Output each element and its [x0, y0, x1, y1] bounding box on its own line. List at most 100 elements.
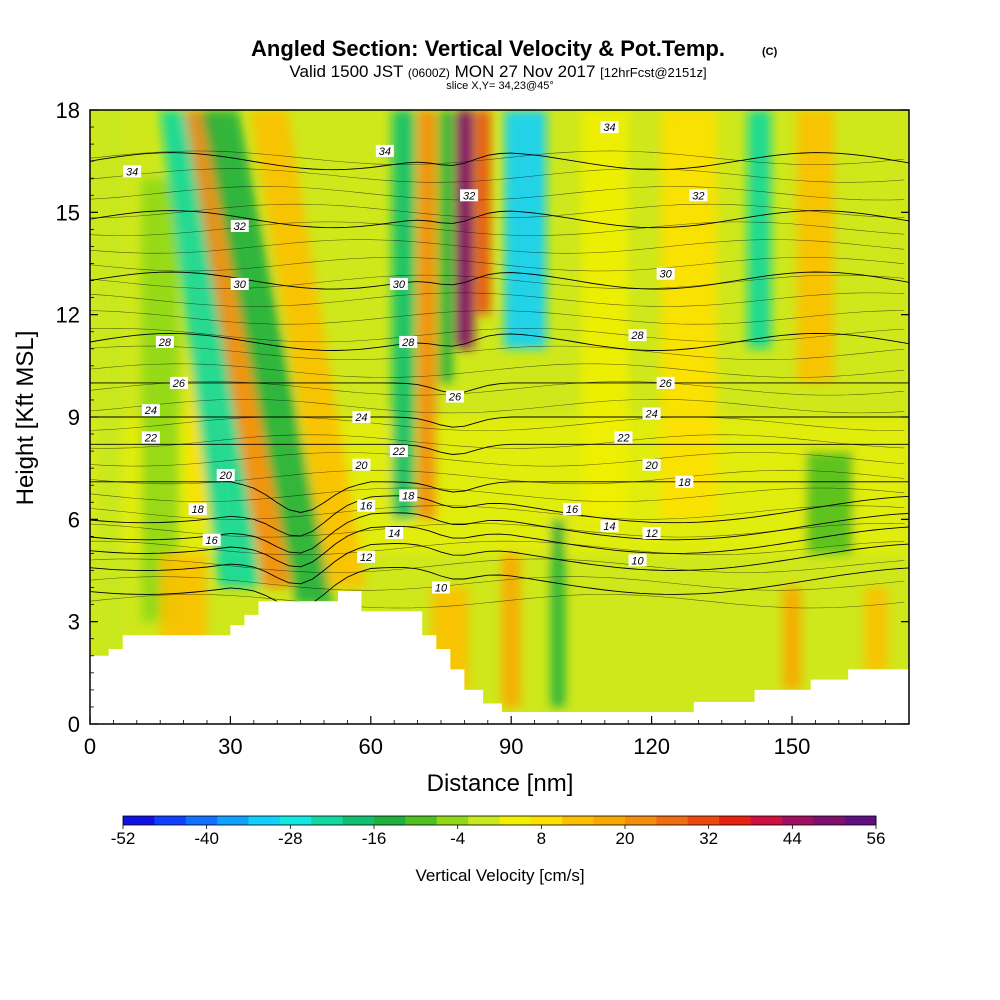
contour-label-text: 18 [192, 504, 205, 516]
contour-label: 10 [432, 581, 450, 595]
contour-label: 28 [155, 335, 174, 349]
velocity-feature-18 [660, 110, 718, 520]
contour-minor-15 [90, 328, 905, 343]
contour-label-text: 16 [206, 535, 219, 547]
contour-label-text: 32 [692, 190, 704, 202]
contour-minor-21 [90, 221, 905, 236]
contour-label: 24 [352, 411, 371, 424]
velocity-feature-4 [159, 110, 261, 588]
contour-label: 34 [375, 144, 394, 158]
contour-22 [90, 443, 909, 455]
title-text: Angled Section: Vertical Velocity & Pot.… [251, 36, 725, 61]
x-tick-label: 60 [359, 734, 383, 759]
contour-26 [90, 382, 909, 394]
velocity-feature-15 [501, 553, 521, 707]
contour-minor-16 [90, 310, 905, 325]
colorbar-swatch [217, 816, 249, 825]
colorbar-swatch [405, 816, 438, 825]
contour-label-text: 22 [392, 446, 405, 458]
contour-minor-0 [90, 594, 905, 609]
y-tick-label: 12 [56, 303, 80, 328]
contour-label-text: 30 [660, 269, 673, 281]
contour-minor-25 [90, 150, 905, 165]
x-tick-label: 90 [499, 734, 523, 759]
contour-24 [90, 416, 909, 428]
contour-minor-14 [90, 345, 905, 360]
contour-minor-4 [90, 523, 905, 538]
colorbar: -52 -40 -28 -16 -4 8 20 32 44 56 [111, 815, 886, 848]
contour-label-text: 12 [645, 528, 657, 540]
contour-label: 30 [389, 277, 408, 291]
contour-label-text: 20 [354, 460, 368, 472]
contour-label: 14 [600, 520, 619, 533]
colorbar-tick-label: 56 [867, 829, 886, 848]
colorbar-frame [122, 815, 877, 826]
y-tick-label: 6 [68, 507, 80, 532]
colorbar-tick-label: -4 [450, 829, 465, 848]
contour-minor-2 [90, 558, 905, 573]
colorbar-swatch [719, 816, 751, 825]
contour-18 [90, 495, 909, 537]
contour-label: 24 [141, 404, 160, 417]
contour-label-text: 10 [631, 555, 644, 567]
contour-label: 28 [628, 329, 647, 342]
contour-label-text: 34 [379, 146, 391, 158]
contour-10 [90, 566, 909, 609]
x-tick-label: 150 [774, 734, 811, 759]
contour-label-text: 16 [566, 504, 579, 516]
contour-label-text: 28 [401, 337, 415, 349]
colorbar-swatch [436, 816, 469, 825]
potential-temperature-contours [90, 150, 909, 609]
colorbar-swatch [123, 816, 155, 825]
y-tick-label: 3 [68, 610, 80, 635]
contour-label-text: 34 [603, 122, 615, 134]
velocity-feature-21 [806, 451, 853, 554]
velocity-feature-23 [864, 587, 888, 673]
contour-minor-7 [90, 469, 905, 485]
contour-label: 32 [230, 219, 249, 233]
terrain-mask [90, 590, 909, 724]
colorbar-tick-label: 20 [616, 829, 635, 848]
colorbar-tick-label: 44 [783, 829, 802, 848]
contour-minor-5 [90, 505, 905, 520]
contour-14 [90, 526, 909, 568]
chart-title: Angled Section: Vertical Velocity & Pot.… [251, 36, 725, 61]
y-axis: 0 3 6 9 12 15 18 [56, 98, 909, 737]
colorbar-swatch [562, 816, 595, 825]
slice-text: slice X,Y= 34,23@45° [446, 80, 554, 92]
velocity-feature-20 [796, 110, 835, 383]
contour-label-text: 24 [144, 405, 157, 417]
velocity-feature-9 [417, 110, 437, 520]
colorbar-tick-label: -40 [194, 829, 219, 848]
contour-label-text: 10 [435, 583, 448, 595]
subtitle-utc: (0600Z) [408, 66, 450, 80]
colorbar-swatch [468, 816, 500, 825]
velocity-feature-6 [200, 110, 334, 605]
contour-label: 18 [399, 489, 418, 502]
contour-label: 26 [169, 376, 188, 390]
velocity-feature-5 [184, 110, 292, 588]
colorbar-swatch [248, 816, 281, 825]
contour-label-text: 26 [659, 378, 673, 390]
chart-subtitle: Valid 1500 JST (0600Z) MON 27 Nov 2017 [… [289, 62, 706, 81]
velocity-feature-22 [782, 587, 802, 690]
contour-minor-3 [90, 540, 905, 556]
contour-minor-17 [90, 292, 905, 307]
contour-minor-1 [90, 576, 905, 591]
contour-label: 12 [357, 550, 376, 564]
contour-label: 18 [188, 503, 207, 516]
contour-label-text: 30 [393, 279, 406, 291]
contour-label-text: 16 [360, 501, 373, 513]
velocity-feature-2 [160, 553, 207, 656]
x-axis-label: Distance [nm] [427, 770, 574, 797]
contour-label: 32 [689, 189, 708, 202]
y-tick-label: 18 [56, 98, 80, 123]
contour-minor-10 [90, 416, 905, 431]
velocity-feature-13 [504, 110, 547, 349]
contour-label: 12 [642, 526, 661, 540]
colorbar-tick-label: 32 [699, 829, 718, 848]
y-tick-label: 9 [68, 405, 80, 430]
contour-32 [90, 210, 909, 229]
contour-label-text: 26 [448, 392, 462, 404]
contour-label: 24 [642, 407, 661, 421]
